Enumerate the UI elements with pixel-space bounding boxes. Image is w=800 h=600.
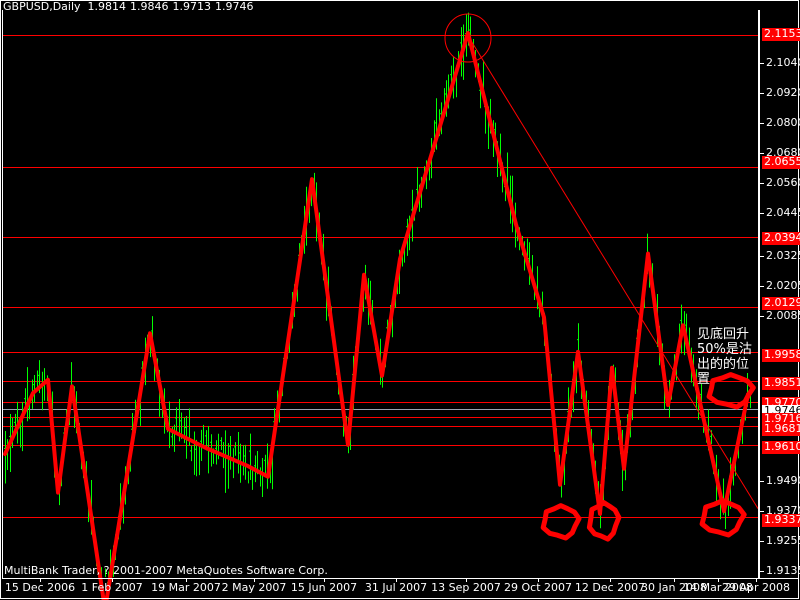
price-tag-13[interactable]: 1.9958 <box>762 349 800 362</box>
ohlc-values: 1.9814 1.9846 1.9713 1.9746 <box>88 0 258 13</box>
hand-drawn-circles <box>444 13 756 542</box>
price-tick-12: 2.0085 <box>766 309 800 322</box>
date-tick-mark <box>538 578 539 582</box>
fifty-percent-level-circle <box>706 372 756 410</box>
annotation-line-0: 见底回升 <box>697 327 750 342</box>
price-tick-mark <box>760 153 764 154</box>
price-tick-21: 1.9370 <box>766 504 800 517</box>
resistance-line <box>467 35 759 509</box>
date-tick-0: 15 Dec 2006 <box>4 581 76 594</box>
date-tick-mark <box>718 578 719 582</box>
price-tag-22[interactable]: 1.9337 <box>762 514 800 527</box>
zigzag-trendline <box>3 31 750 600</box>
price-tick-9: 2.0325 <box>766 249 800 262</box>
price-tag-5[interactable]: 2.0655 <box>762 156 800 169</box>
price-tag-8[interactable]: 2.0394 <box>762 232 800 245</box>
price-tag-11[interactable]: 2.0129 <box>762 297 800 310</box>
price-tag-19[interactable]: 1.9610 <box>762 441 800 454</box>
price-tag-18[interactable]: 1.9681 <box>762 423 800 436</box>
price-tick-mark <box>760 286 764 287</box>
price-tick-mark <box>760 183 764 184</box>
bottom-circle-2 <box>586 500 622 542</box>
annotation-line-1: 50%是沽 <box>697 342 752 357</box>
date-tick-mark <box>324 578 325 582</box>
date-tick-mark <box>756 578 757 582</box>
date-tick-3: 2 May 2007 <box>221 581 287 594</box>
date-tick-mark <box>40 578 41 582</box>
price-tick-mark <box>760 213 764 214</box>
symbol-label: GBPUSD,Daily <box>3 0 81 13</box>
bottom-circle-3 <box>699 498 747 538</box>
price-tick-20: 1.9490 <box>766 474 800 487</box>
price-tick-mark <box>760 316 764 317</box>
top-reversal-circle <box>444 13 492 63</box>
date-tick-10: 14 Mar 2008 <box>683 581 753 594</box>
price-tick-23: 1.9255 <box>766 534 800 547</box>
date-tick-mark <box>186 578 187 582</box>
annotation-line-3: 置 <box>697 372 711 387</box>
ohlc-bars <box>4 12 751 584</box>
price-tag-17[interactable]: 1.9716 <box>762 413 800 426</box>
date-tick-2: 19 Mar 2007 <box>151 581 221 594</box>
date-tick-9: 30 Jan 2008 <box>641 581 707 594</box>
price-tag-0[interactable]: 2.1153 <box>762 28 800 41</box>
ohlc-high: 1.9846 <box>130 0 169 13</box>
price-tick-mark <box>760 571 764 572</box>
date-tick-4: 15 Jun 2007 <box>290 581 358 594</box>
date-axis-separator <box>2 578 798 579</box>
copyright-text: MultiBank Trader, ? 2001-2007 MetaQuotes… <box>4 564 328 577</box>
date-tick-7: 29 Oct 2007 <box>503 581 573 594</box>
zigzag-polyline <box>3 31 750 600</box>
price-tick-mark <box>760 256 764 257</box>
bottom-circle-1 <box>540 503 582 541</box>
price-tick-mark <box>760 63 764 64</box>
price-tick-mark <box>760 541 764 542</box>
price-tick-2: 2.0920 <box>766 86 800 99</box>
price-tick-mark <box>760 511 764 512</box>
price-tag-14[interactable]: 1.9851 <box>762 377 800 390</box>
date-tick-mark <box>674 578 675 582</box>
date-tick-11: 29 Apr 2008 <box>721 581 791 594</box>
price-tick-10: 2.0205 <box>766 279 800 292</box>
ohlc-open: 1.9814 <box>87 0 127 13</box>
price-tick-1: 2.1040 <box>766 56 800 69</box>
price-tick-mark <box>760 481 764 482</box>
date-tick-mark <box>112 578 113 582</box>
price-tick-3: 2.0800 <box>766 116 800 129</box>
price-tick-mark <box>760 93 764 94</box>
ohlc-close: 1.9746 <box>215 0 254 13</box>
symbol-ohlc-header: GBPUSD,Daily 1.9814 1.9846 1.9713 1.9746 <box>3 1 258 12</box>
price-tick-24: 1.9135 <box>766 564 800 577</box>
date-tick-mark <box>466 578 467 582</box>
date-tick-5: 31 Jul 2007 <box>364 581 428 594</box>
price-axis-separator <box>759 10 760 578</box>
date-tick-1: 1 Feb 2007 <box>81 581 143 594</box>
date-tick-6: 13 Sep 2007 <box>431 581 501 594</box>
price-tick-7: 2.0445 <box>766 206 800 219</box>
chinese-annotation: 见底回升 50%是沽 出的的位置 <box>697 327 763 387</box>
price-tick-mark <box>760 123 764 124</box>
date-tick-mark <box>254 578 255 582</box>
price-tick-6: 2.0560 <box>766 176 800 189</box>
resistance-trendline <box>467 35 759 509</box>
price-tick-4: 2.0680 <box>766 146 800 159</box>
date-tick-mark <box>610 578 611 582</box>
annotation-line-2: 出的的位 <box>697 357 750 372</box>
date-tick-8: 12 Dec 2007 <box>574 581 646 594</box>
ohlc-low: 1.9713 <box>172 0 212 13</box>
date-tick-mark <box>396 578 397 582</box>
